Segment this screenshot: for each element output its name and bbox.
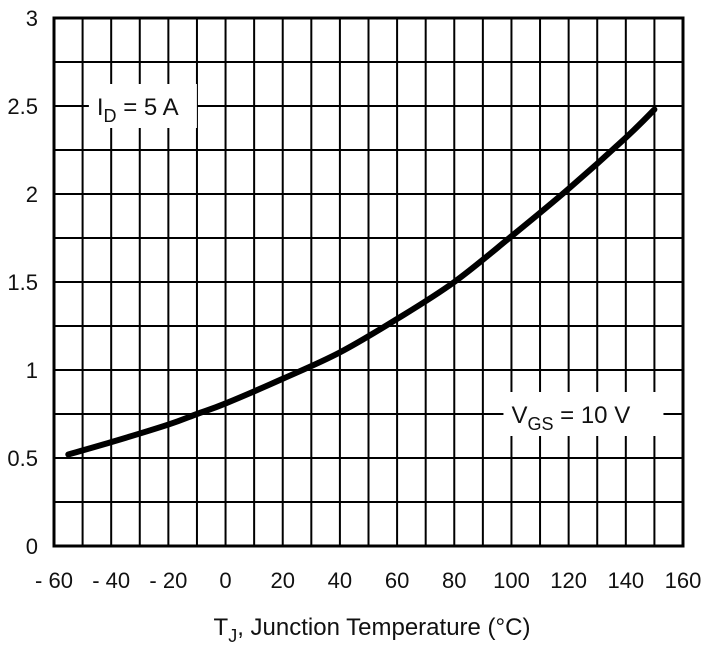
x-tick-label: 80 (442, 568, 466, 593)
y-tick-label: 0.5 (7, 446, 38, 471)
annotation-rest: = 10 V (553, 402, 630, 429)
annotation-background (503, 392, 664, 436)
annotation-sub: GS (527, 414, 553, 434)
x-tick-label: 20 (270, 568, 294, 593)
plot-frame (52, 16, 685, 548)
x-tick-label: - 60 (35, 568, 73, 593)
series-line (65, 106, 658, 458)
y-tick-label: 0 (26, 534, 38, 559)
y-tick-label: 2.5 (7, 94, 38, 119)
annotation-sub: D (104, 106, 117, 126)
annotation-main: I (97, 94, 104, 121)
x-tick-label: - 20 (149, 568, 187, 593)
x-tick-label: 0 (219, 568, 231, 593)
x-tick-label: 60 (385, 568, 409, 593)
annotation-rest: = 5 A (117, 94, 179, 121)
x-tick-label: 160 (665, 568, 702, 593)
x-tick-label: 140 (607, 568, 644, 593)
y-tick-label: 1 (26, 358, 38, 383)
x-tick-label: - 40 (92, 568, 130, 593)
annotation-label: ID = 5 A (97, 94, 179, 126)
y-tick-labels: 0 0.5 1 1.5 2 2.5 3 (7, 6, 38, 559)
annotations: ID = 5 A VGS = 10 V (88, 84, 664, 436)
annotation-label: VGS = 10 V (511, 402, 630, 434)
x-axis-label-rest: , Junction Temperature (°C) (237, 614, 530, 641)
annotation-background (88, 84, 197, 128)
x-tick-labels: - 60 - 40 - 20 0 20 40 60 80 100 120 140 160 (35, 568, 701, 593)
y-tick-label: 1.5 (7, 270, 38, 295)
y-tick-label: 2 (26, 182, 38, 207)
curve (65, 106, 658, 458)
annotation-main: V (511, 402, 527, 429)
x-tick-label: 100 (493, 568, 530, 593)
x-axis-label-sub: J (228, 626, 237, 646)
x-axis-label-main: T (214, 614, 229, 641)
y-tick-label: 3 (26, 6, 38, 31)
x-tick-label: 120 (550, 568, 587, 593)
x-tick-label: 40 (328, 568, 352, 593)
x-axis-label: TJ, Junction Temperature (°C) (214, 614, 531, 646)
